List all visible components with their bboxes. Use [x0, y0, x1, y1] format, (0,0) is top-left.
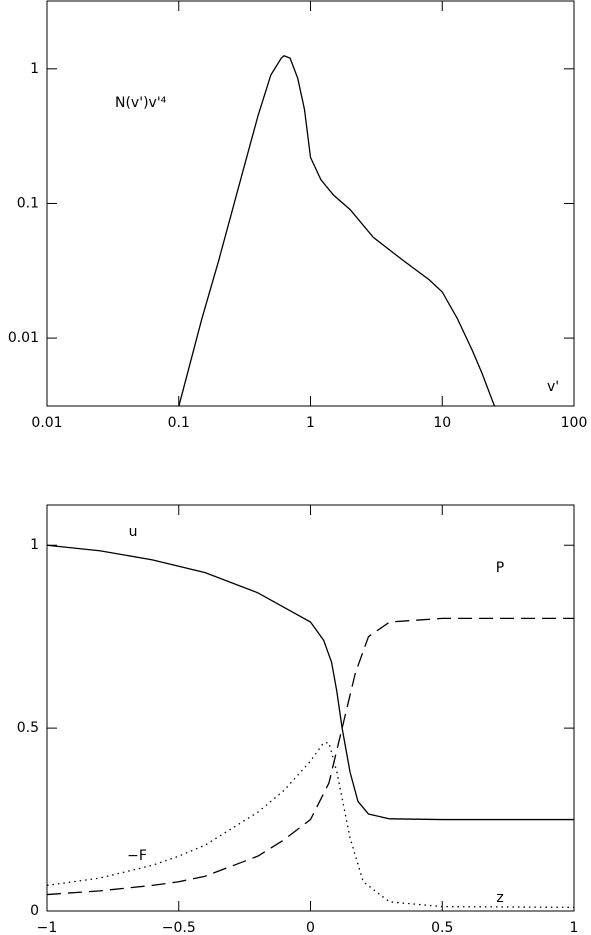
x-tick-label: 100: [561, 415, 588, 431]
series-line: [46, 544, 574, 821]
y-tick-label: 0.5: [17, 720, 39, 736]
series-line: [46, 617, 574, 896]
series-line: [178, 55, 496, 407]
plot-frame: [46, 0, 575, 407]
y-tick-label: 0: [30, 903, 39, 919]
annotation: z: [496, 890, 503, 906]
x-tick-label: 0.1: [168, 415, 190, 431]
series-label: P: [496, 560, 504, 576]
x-tick-label: 0.01: [31, 415, 62, 431]
series-line: [46, 742, 575, 908]
y-axis-label: N(v')v'⁴: [115, 95, 167, 111]
x-tick-label: 1: [306, 415, 315, 431]
x-tick-label: 0: [306, 920, 315, 935]
y-tick-label: 0.01: [8, 330, 39, 346]
y-tick-label: 0.1: [17, 195, 39, 211]
x-tick-label: 0.5: [431, 920, 453, 935]
x-tick-label: 1: [570, 920, 579, 935]
y-tick-label: 1: [30, 537, 39, 553]
x-axis-label: v': [547, 379, 559, 395]
x-tick-label: −0.5: [162, 920, 196, 935]
x-tick-label: 10: [433, 415, 451, 431]
series-label: u: [129, 524, 138, 540]
x-tick-label: −1: [37, 920, 58, 935]
series-label: −F: [127, 848, 147, 864]
y-tick-label: 1: [30, 61, 39, 77]
